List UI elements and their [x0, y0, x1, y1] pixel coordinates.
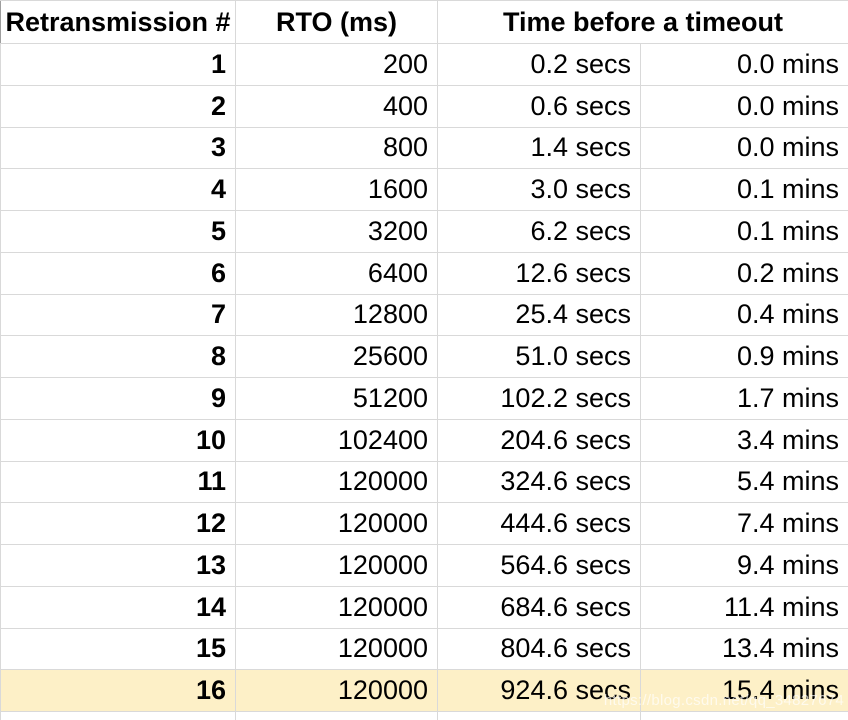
- rto-cell[interactable]: 3200: [235, 210, 438, 253]
- row-number-cell[interactable]: 4: [0, 168, 236, 211]
- timeout-mins-cell[interactable]: 3.4 mins: [640, 418, 848, 462]
- timeout-mins-cell[interactable]: 0.1 mins: [640, 168, 848, 211]
- row-number-cell[interactable]: 13: [0, 544, 236, 587]
- table-row: 11 120000 324.6 secs 5.4 mins: [0, 460, 848, 504]
- timeout-secs-cell[interactable]: 684.6 secs: [437, 585, 641, 629]
- row-number-cell[interactable]: 1: [0, 43, 236, 86]
- rto-cell[interactable]: 51200: [235, 377, 438, 420]
- rto-cell[interactable]: 12800: [235, 293, 438, 337]
- timeout-secs-cell[interactable]: 324.6 secs: [437, 460, 641, 504]
- table-row: 13 120000 564.6 secs 9.4 mins: [0, 544, 848, 587]
- header-row: Retransmission # RTO (ms) Time before a …: [0, 0, 848, 44]
- rto-cell[interactable]: 120000: [235, 502, 438, 545]
- timeout-secs-cell[interactable]: 0.2 secs: [437, 43, 641, 86]
- rto-cell[interactable]: 120000: [235, 460, 438, 504]
- timeout-mins-cell[interactable]: 0.0 mins: [640, 84, 848, 128]
- rto-cell[interactable]: 1600: [235, 168, 438, 211]
- table-row: 14 120000 684.6 secs 11.4 mins: [0, 585, 848, 629]
- timeout-mins-cell[interactable]: 9.4 mins: [640, 544, 848, 587]
- timeout-mins-cell[interactable]: 5.4 mins: [640, 460, 848, 504]
- timeout-mins-cell[interactable]: 1.7 mins: [640, 377, 848, 420]
- timeout-mins-cell[interactable]: 0.4 mins: [640, 293, 848, 337]
- timeout-secs-cell[interactable]: 12.6 secs: [437, 251, 641, 295]
- row-number-cell[interactable]: 12: [0, 502, 236, 545]
- timeout-secs-cell[interactable]: 1.4 secs: [437, 126, 641, 170]
- timeout-secs-cell[interactable]: 51.0 secs: [437, 335, 641, 378]
- table-row: 10 102400 204.6 secs 3.4 mins: [0, 418, 848, 462]
- timeout-mins-cell[interactable]: 0.0 mins: [640, 43, 848, 86]
- partial-empty-row: [0, 711, 848, 720]
- table-row: 6 6400 12.6 secs 0.2 mins: [0, 251, 848, 295]
- empty-cell[interactable]: [437, 711, 641, 720]
- rto-cell[interactable]: 120000: [235, 585, 438, 629]
- row-number-cell[interactable]: 6: [0, 251, 236, 295]
- table-row: 4 1600 3.0 secs 0.1 mins: [0, 168, 848, 211]
- timeout-secs-cell[interactable]: 204.6 secs: [437, 418, 641, 462]
- timeout-mins-cell[interactable]: 15.4 mins: [640, 669, 848, 712]
- rto-cell[interactable]: 102400: [235, 418, 438, 462]
- timeout-secs-cell[interactable]: 564.6 secs: [437, 544, 641, 587]
- rto-cell[interactable]: 25600: [235, 335, 438, 378]
- empty-cell[interactable]: [0, 711, 236, 720]
- timeout-mins-cell[interactable]: 13.4 mins: [640, 627, 848, 671]
- col-header-retransmission[interactable]: Retransmission #: [0, 0, 236, 44]
- timeout-secs-cell[interactable]: 6.2 secs: [437, 210, 641, 253]
- timeout-mins-cell[interactable]: 0.9 mins: [640, 335, 848, 378]
- table-row: 2 400 0.6 secs 0.0 mins: [0, 84, 848, 128]
- rto-cell[interactable]: 120000: [235, 669, 438, 712]
- timeout-secs-cell[interactable]: 924.6 secs: [437, 669, 641, 712]
- row-number-cell[interactable]: 7: [0, 293, 236, 337]
- row-number-cell[interactable]: 16: [0, 669, 236, 712]
- empty-cell[interactable]: [235, 711, 438, 720]
- table-body: 1 200 0.2 secs 0.0 mins 2 400 0.6 secs 0.0 mins…: [0, 43, 848, 720]
- empty-cell[interactable]: [640, 711, 848, 720]
- table-row: 5 3200 6.2 secs 0.1 mins: [0, 210, 848, 253]
- timeout-mins-cell[interactable]: 0.1 mins: [640, 210, 848, 253]
- rto-cell[interactable]: 400: [235, 84, 438, 128]
- row-number-cell[interactable]: 9: [0, 377, 236, 420]
- timeout-mins-cell[interactable]: 0.0 mins: [640, 126, 848, 170]
- row-number-cell[interactable]: 2: [0, 84, 236, 128]
- table-row: 16 120000 924.6 secs 15.4 mins: [0, 669, 848, 712]
- col-header-rto[interactable]: RTO (ms): [235, 0, 438, 44]
- table-row: 8 25600 51.0 secs 0.9 mins: [0, 335, 848, 378]
- table-row: 1 200 0.2 secs 0.0 mins: [0, 43, 848, 86]
- row-number-cell[interactable]: 5: [0, 210, 236, 253]
- table-row: 15 120000 804.6 secs 13.4 mins: [0, 627, 848, 671]
- timeout-secs-cell[interactable]: 0.6 secs: [437, 84, 641, 128]
- rto-cell[interactable]: 800: [235, 126, 438, 170]
- rto-cell[interactable]: 120000: [235, 544, 438, 587]
- table-row: 3 800 1.4 secs 0.0 mins: [0, 126, 848, 170]
- col-header-time-before-timeout[interactable]: Time before a timeout: [437, 0, 848, 44]
- table-row: 12 120000 444.6 secs 7.4 mins: [0, 502, 848, 545]
- timeout-mins-cell[interactable]: 0.2 mins: [640, 251, 848, 295]
- row-number-cell[interactable]: 3: [0, 126, 236, 170]
- row-number-cell[interactable]: 11: [0, 460, 236, 504]
- table-row: 9 51200 102.2 secs 1.7 mins: [0, 377, 848, 420]
- row-number-cell[interactable]: 10: [0, 418, 236, 462]
- row-number-cell[interactable]: 15: [0, 627, 236, 671]
- row-number-cell[interactable]: 14: [0, 585, 236, 629]
- timeout-secs-cell[interactable]: 444.6 secs: [437, 502, 641, 545]
- timeout-secs-cell[interactable]: 3.0 secs: [437, 168, 641, 211]
- row-number-cell[interactable]: 8: [0, 335, 236, 378]
- rto-cell[interactable]: 200: [235, 43, 438, 86]
- rto-cell[interactable]: 120000: [235, 627, 438, 671]
- timeout-secs-cell[interactable]: 25.4 secs: [437, 293, 641, 337]
- rto-cell[interactable]: 6400: [235, 251, 438, 295]
- timeout-secs-cell[interactable]: 102.2 secs: [437, 377, 641, 420]
- timeout-mins-cell[interactable]: 11.4 mins: [640, 585, 848, 629]
- table-row: 7 12800 25.4 secs 0.4 mins: [0, 293, 848, 337]
- timeout-mins-cell[interactable]: 7.4 mins: [640, 502, 848, 545]
- timeout-secs-cell[interactable]: 804.6 secs: [437, 627, 641, 671]
